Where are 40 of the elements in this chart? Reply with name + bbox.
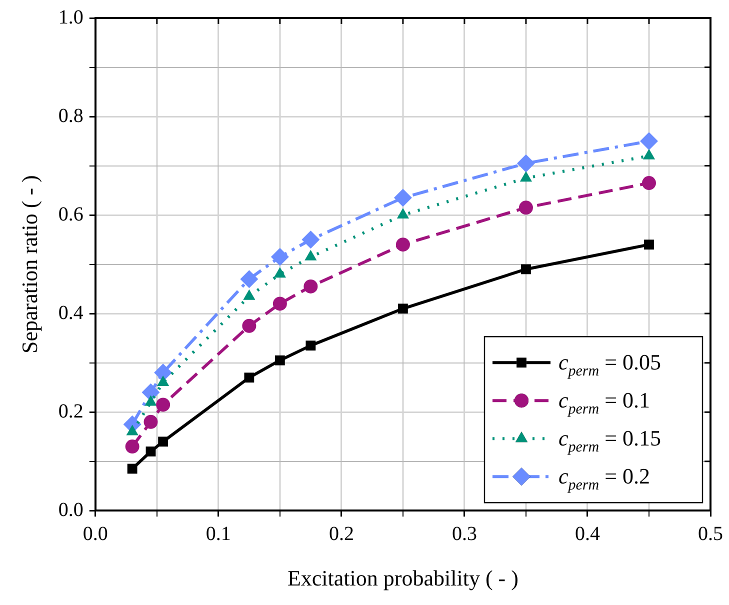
- point: [398, 304, 408, 314]
- y-tick-label: 0.4: [58, 302, 84, 324]
- point: [144, 414, 158, 429]
- point: [642, 176, 656, 190]
- x-tick-label: 0.1: [206, 522, 231, 545]
- x-tick-label: 0.0: [82, 522, 108, 545]
- point: [518, 200, 533, 215]
- point: [156, 398, 170, 412]
- y-tick-label: 0.8: [58, 104, 84, 127]
- point: [240, 270, 258, 288]
- point: [640, 132, 658, 150]
- x-tick-label: 0.4: [574, 522, 600, 545]
- point: [244, 372, 254, 383]
- point: [396, 238, 410, 252]
- point: [306, 340, 316, 351]
- point: [396, 208, 410, 219]
- point: [516, 154, 535, 172]
- point: [302, 230, 320, 249]
- y-tick-label: 0.6: [58, 203, 84, 226]
- point: [274, 355, 285, 366]
- point: [272, 296, 287, 311]
- point: [127, 464, 138, 474]
- point: [242, 318, 256, 333]
- point: [125, 440, 140, 454]
- x-axis-title: Excitation probability ( - ): [287, 566, 518, 591]
- point: [521, 264, 531, 274]
- point: [304, 279, 318, 294]
- x-tick-label: 0.2: [328, 522, 354, 545]
- x-tick-label: 0.3: [452, 522, 477, 545]
- y-tick-label: 0.2: [58, 400, 84, 422]
- point: [394, 188, 412, 207]
- point: [157, 376, 170, 386]
- y-tick-label: 1.0: [58, 6, 84, 28]
- point: [158, 436, 168, 447]
- x-tick-label: 0.5: [698, 522, 723, 545]
- point: [146, 446, 156, 456]
- point: [644, 240, 654, 250]
- y-axis-title: Separation ratio ( - ): [16, 175, 42, 354]
- point: [270, 248, 289, 266]
- y-tick-label: 0.0: [58, 498, 84, 521]
